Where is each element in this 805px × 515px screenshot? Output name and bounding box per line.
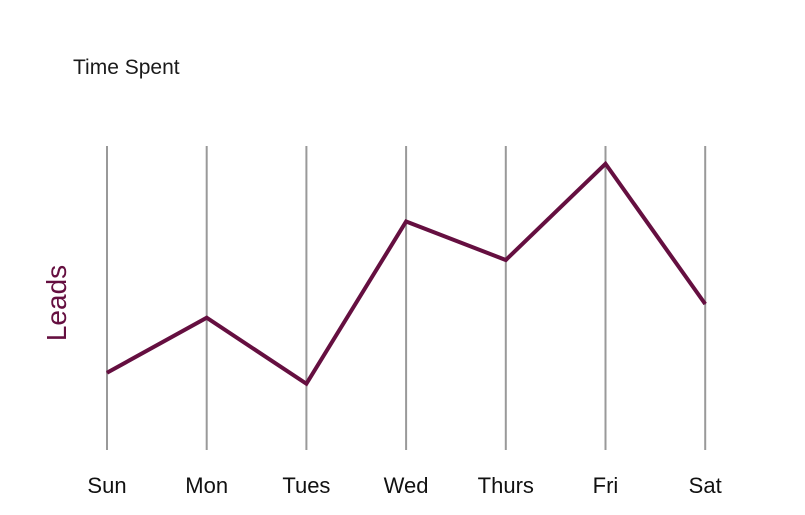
chart-title: Time Spent — [73, 56, 180, 79]
x-tick-sat: Sat — [689, 473, 722, 498]
data-point-sat — [704, 303, 706, 305]
data-point-thurs — [505, 259, 507, 261]
x-tick-sun: Sun — [87, 473, 126, 498]
x-tick-labels: Sun Mon Tues Wed Thurs Fri Sat — [87, 473, 721, 498]
series-group — [106, 160, 707, 387]
x-tick-thurs: Thurs — [478, 473, 534, 498]
data-point-fri — [605, 163, 606, 165]
data-point-sun — [106, 372, 108, 374]
x-tick-wed: Wed — [384, 473, 429, 498]
data-point-tues — [305, 383, 307, 385]
data-point-mon — [206, 317, 208, 319]
x-tick-tues: Tues — [282, 473, 330, 498]
data-point-wed — [405, 221, 407, 222]
x-tick-fri: Fri — [593, 473, 619, 498]
grid-lines — [106, 146, 707, 450]
x-tick-mon: Mon — [185, 473, 228, 498]
